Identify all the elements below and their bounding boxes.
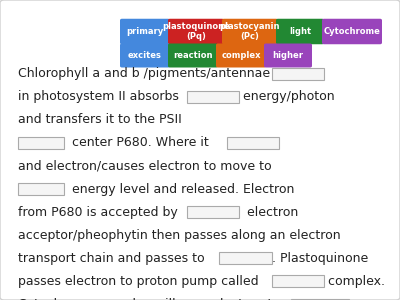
FancyBboxPatch shape (276, 19, 324, 44)
Text: excites: excites (128, 51, 162, 60)
Text: transport chain and passes to: transport chain and passes to (18, 252, 213, 265)
Text: Cytochrome complex will pass electron to: Cytochrome complex will pass electron to (18, 298, 288, 300)
Text: electron: electron (239, 206, 298, 219)
FancyBboxPatch shape (272, 275, 324, 287)
FancyBboxPatch shape (120, 44, 170, 68)
FancyBboxPatch shape (272, 68, 324, 80)
FancyBboxPatch shape (18, 183, 64, 195)
Text: light: light (289, 27, 311, 36)
FancyBboxPatch shape (291, 298, 349, 300)
Text: primary: primary (126, 27, 164, 36)
Text: Chlorophyll a and b /pigments/antennae: Chlorophyll a and b /pigments/antennae (18, 67, 274, 80)
FancyBboxPatch shape (120, 19, 170, 44)
Text: reaction: reaction (173, 51, 213, 60)
Text: .: . (349, 298, 353, 300)
Text: center P680. Where it: center P680. Where it (64, 136, 217, 149)
Text: complex.: complex. (324, 275, 384, 288)
Text: energy/photon: energy/photon (239, 90, 335, 103)
Text: plastoquinone
(Pq): plastoquinone (Pq) (162, 22, 230, 41)
Text: acceptor/pheophytin then passes along an electron: acceptor/pheophytin then passes along an… (18, 229, 341, 242)
FancyBboxPatch shape (220, 252, 272, 264)
Text: . Plastoquinone: . Plastoquinone (272, 252, 368, 265)
FancyBboxPatch shape (187, 206, 239, 218)
Text: higher: higher (272, 51, 304, 60)
Text: and transfers it to the PSII: and transfers it to the PSII (18, 113, 182, 126)
FancyBboxPatch shape (222, 19, 278, 44)
Text: and electron/causes electron to move to: and electron/causes electron to move to (18, 159, 272, 172)
FancyBboxPatch shape (187, 91, 239, 103)
Text: passes electron to proton pump called: passes electron to proton pump called (18, 275, 267, 288)
Text: plastocyanin
(Pc): plastocyanin (Pc) (220, 22, 280, 41)
FancyBboxPatch shape (168, 19, 224, 44)
Text: energy level and released. Electron: energy level and released. Electron (64, 182, 294, 196)
FancyBboxPatch shape (322, 19, 382, 44)
FancyBboxPatch shape (264, 44, 312, 68)
Text: from P680 is accepted by: from P680 is accepted by (18, 206, 186, 219)
Text: Cytochrome: Cytochrome (324, 27, 380, 36)
FancyBboxPatch shape (18, 137, 64, 149)
FancyBboxPatch shape (226, 137, 278, 149)
Text: complex: complex (221, 51, 261, 60)
FancyBboxPatch shape (168, 44, 218, 68)
Text: in photosystem II absorbs: in photosystem II absorbs (18, 90, 183, 103)
FancyBboxPatch shape (216, 44, 266, 68)
